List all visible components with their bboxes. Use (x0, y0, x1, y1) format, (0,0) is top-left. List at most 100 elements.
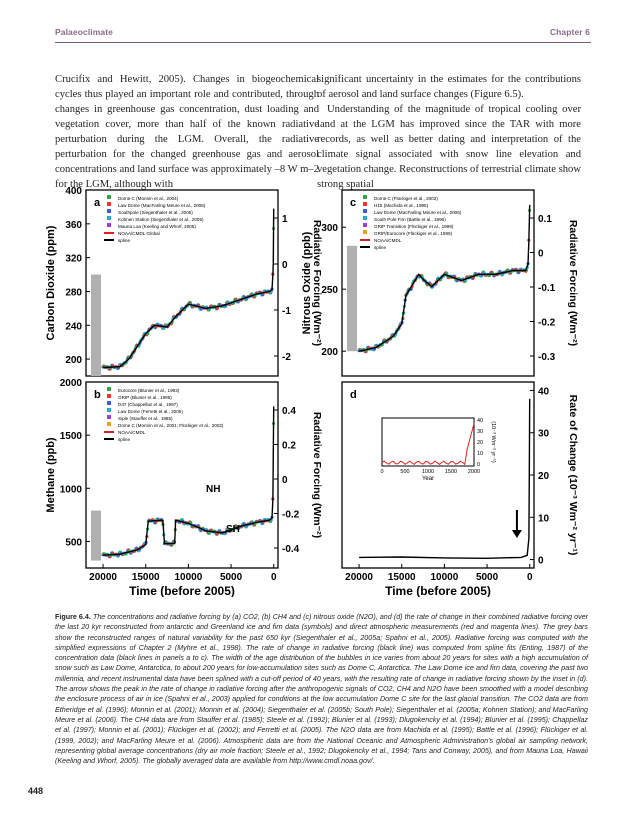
x-tick-label: 10000 (174, 572, 202, 583)
legend-marker (363, 195, 367, 199)
y-tick-label: 320 (65, 254, 82, 265)
x-tick-label: 5000 (220, 572, 243, 583)
legend-entry: spline (118, 437, 130, 442)
body-column-left: Crucifix and Hewitt, 2005). Changes in b… (55, 72, 319, 192)
caption-label: Figure 6.4. (55, 613, 91, 621)
right-tick-label: 30 (538, 429, 550, 440)
spline-line (358, 204, 531, 352)
right-tick-label: -2 (282, 352, 291, 363)
running-header-left: Palaeoclimate (55, 27, 113, 37)
legend-entry: NOAA/CMDL (374, 238, 402, 243)
legend-entry: spline (118, 238, 130, 243)
panel-frame-d (341, 381, 535, 569)
y-tick-label: 250 (321, 285, 338, 296)
legend-entry: Siple (Stauffer et al., 1985) (118, 416, 173, 421)
right-tick-label: 0 (282, 260, 288, 271)
right-tick-label: 0.4 (282, 406, 296, 417)
x-axis-label: Time (before 2005) (129, 584, 235, 597)
legend-marker (107, 223, 111, 227)
panel-letter-c: c (350, 197, 356, 209)
legend-marker (107, 394, 111, 398)
legend-entry: Dome C (Monnin et al., 2004) (118, 196, 179, 201)
figure-caption: Figure 6.4. The concentrations and radia… (55, 612, 588, 766)
right-tick-label: -1 (282, 306, 291, 317)
legend-entry: Eurocore (Blunier et al., 1993) (118, 388, 180, 393)
y-tick-label: 200 (321, 347, 338, 358)
inset-x-label: Year (422, 476, 434, 482)
figure-6-4: a 400 360 320 280 240 200 Carbon Dioxide (ppm) 1… (40, 182, 598, 602)
right-axis-label: Radiative Forcing (Wm⁻²) (311, 220, 323, 346)
spline-line (103, 406, 275, 556)
y-tick-label: 200 (65, 355, 82, 366)
natural-variability-bar (91, 274, 101, 376)
legend-marker (107, 401, 111, 405)
inset-line (381, 423, 475, 466)
legend-marker (107, 387, 111, 391)
annotation-nh: NH (206, 484, 220, 495)
right-tick-label: 20 (538, 471, 550, 482)
right-tick-label: 1 (282, 214, 288, 225)
y-tick-label: 1000 (60, 484, 83, 495)
y-tick-label: 400 (65, 186, 82, 197)
panel-frame-a (85, 189, 279, 377)
inset-x-tick-label: 2000 (468, 469, 480, 475)
x-tick-label: 5000 (476, 572, 499, 583)
rate-of-change-line (359, 398, 531, 560)
legend-marker (363, 223, 367, 227)
peak-arrowhead (511, 530, 522, 538)
y-tick-label: 300 (321, 223, 338, 234)
y-tick-label: 240 (65, 321, 82, 332)
legend-entry: NOAA/CMDL Global (118, 231, 160, 236)
right-tick-label: 40 (538, 386, 550, 397)
legend-marker (363, 216, 367, 220)
right-tick-label: -0.2 (538, 318, 556, 329)
inset-x-tick-label: 0 (380, 469, 383, 475)
inset-y-tick-label: 40 (477, 418, 483, 424)
legend-entry: Southpole (Siegenthaler et al., 2005) (118, 210, 193, 215)
legend-marker (107, 408, 111, 412)
inset-y-tick-label: 20 (477, 440, 483, 446)
natural-variability-bar (91, 510, 101, 561)
x-tick-label: 0 (271, 572, 277, 583)
y-tick-label: 500 (65, 537, 82, 548)
legend-marker (107, 209, 111, 213)
legend-entry: NOAA/CMDL (118, 430, 146, 435)
legend-entry: Law Dome (Ferretti et al., 2005) (118, 409, 183, 414)
x-tick-label: 20000 (89, 572, 117, 583)
x-tick-label: 0 (527, 572, 533, 583)
right-tick-label: 0 (538, 556, 544, 567)
right-tick-label: 0.2 (282, 441, 296, 452)
inset-x-tick-label: 1500 (445, 469, 457, 475)
right-tick-label: 10 (538, 513, 550, 524)
y-axis-label: Carbon Dioxide (ppm) (45, 225, 57, 340)
legend-entry: South Pole Firn (Battle et al., 1996) (374, 217, 446, 222)
y-axis-label: Nitrous Oxide (ppb) (301, 231, 313, 334)
legend-entry: Law Dome (MacFarling Meure et al., 2006) (118, 203, 206, 208)
y-tick-label: 1500 (60, 431, 83, 442)
right-tick-label: 0 (538, 249, 544, 260)
panel-frame-c (341, 189, 535, 377)
legend-entry: spline (374, 245, 386, 250)
inset-x-tick-label: 1000 (422, 469, 434, 475)
y-tick-label: 280 (65, 287, 82, 298)
legend-entry: H15 (Machida et al., 1995) (374, 203, 429, 208)
legend-marker (363, 202, 367, 206)
legend-marker (107, 216, 111, 220)
x-axis-label: Time (before 2005) (385, 584, 491, 597)
body-paragraph: Understanding of the magnitude of tropic… (317, 104, 581, 190)
legend-marker (107, 195, 111, 199)
spline-line (103, 208, 275, 369)
annotation-sh: SH (226, 524, 240, 535)
natural-variability-bar (347, 245, 357, 352)
x-tick-label: 20000 (345, 572, 373, 583)
right-tick-label: 0.1 (538, 214, 552, 225)
legend-entry: Dome C (Flückiger et al., 2002) (374, 196, 438, 201)
legend-marker (107, 202, 111, 206)
body-paragraph: Crucifix and Hewitt, 2005). Changes in b… (55, 74, 319, 190)
legend-entry: Dome C (Monnin et al., 2001; Flückiger e… (118, 423, 224, 428)
panel-letter-a: a (94, 197, 101, 209)
inset-y-tick-label: 30 (477, 429, 483, 435)
legend-entry: Mauna Loa (Keeling and Whorf, 2005) (118, 224, 196, 229)
body-column-right: significant uncertainty in the estimates… (317, 72, 581, 192)
legend-marker (107, 415, 111, 419)
